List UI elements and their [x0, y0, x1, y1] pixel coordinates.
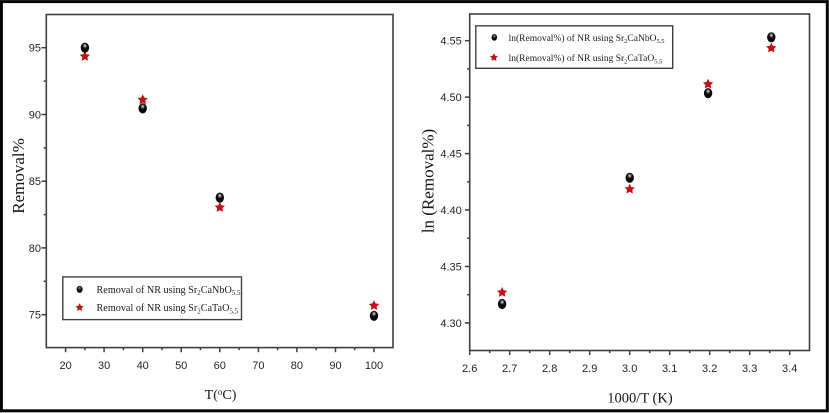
svg-text:1000/T (K): 1000/T (K)	[607, 391, 673, 407]
svg-text:75: 75	[29, 310, 41, 322]
svg-text:ln (Removal%): ln (Removal%)	[419, 129, 438, 233]
svg-text:40: 40	[137, 360, 149, 372]
svg-text:2.8: 2.8	[542, 363, 557, 375]
svg-text:2.9: 2.9	[582, 363, 597, 375]
svg-text:90: 90	[29, 110, 41, 122]
svg-text:3.3: 3.3	[742, 363, 757, 375]
svg-text:70: 70	[252, 360, 264, 372]
svg-text:4.40: 4.40	[440, 205, 461, 217]
svg-text:Removal of NR using Sr2CaNbO5.: Removal of NR using Sr2CaNbO5.5	[97, 285, 242, 297]
svg-text:30: 30	[98, 360, 110, 372]
svg-text:90: 90	[329, 360, 341, 372]
svg-text:50: 50	[175, 360, 187, 372]
svg-text:4.50: 4.50	[440, 92, 461, 104]
svg-text:60: 60	[214, 360, 226, 372]
svg-text:100: 100	[365, 360, 383, 372]
svg-text:2.7: 2.7	[502, 363, 517, 375]
svg-text:Removal of NR using Sr2CaTaO5.: Removal of NR using Sr2CaTaO5.5	[97, 303, 239, 315]
svg-text:80: 80	[29, 243, 41, 255]
svg-text:3.4: 3.4	[782, 363, 797, 375]
svg-text:80: 80	[291, 360, 303, 372]
svg-text:95: 95	[29, 43, 41, 55]
svg-text:3.1: 3.1	[662, 363, 677, 375]
svg-text:85: 85	[29, 176, 41, 188]
svg-text:ln(Removal%) of NR using Sr2Ca: ln(Removal%) of NR using Sr2CaTaO5.5	[509, 53, 663, 65]
svg-text:4.30: 4.30	[440, 318, 461, 330]
svg-text:ln(Removal%) of NR using Sr2Ca: ln(Removal%) of NR using Sr2CaNbO5.5	[509, 33, 665, 45]
svg-text:4.55: 4.55	[440, 36, 461, 48]
svg-text:T(oC): T(oC)	[205, 387, 237, 403]
svg-text:Removal%: Removal%	[9, 138, 28, 214]
svg-text:4.35: 4.35	[440, 262, 461, 274]
svg-text:3.0: 3.0	[622, 363, 637, 375]
svg-text:3.2: 3.2	[702, 363, 717, 375]
svg-text:4.45: 4.45	[440, 149, 461, 161]
svg-text:20: 20	[59, 360, 71, 372]
svg-text:2.6: 2.6	[462, 363, 477, 375]
